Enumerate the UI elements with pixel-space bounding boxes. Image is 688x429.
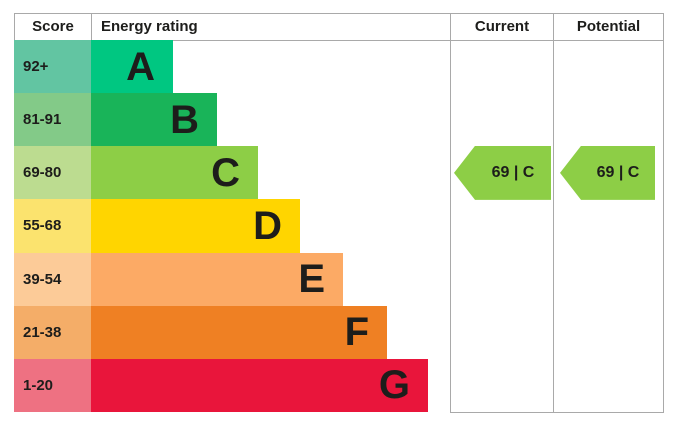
score-cell: 39-54 xyxy=(14,252,91,306)
current-rating-arrow: 69 | C xyxy=(454,145,551,200)
epc-band-rows: 92+ A 81-91 B 69-80 C 55-68 xyxy=(14,40,450,412)
header-underline xyxy=(14,40,664,41)
epc-band-row: 69-80 C xyxy=(14,146,450,200)
current-rating-value: 69 | C xyxy=(491,163,535,181)
potential-rating-value: 69 | C xyxy=(596,163,640,181)
rating-letter: A xyxy=(126,44,155,89)
rating-bar: C xyxy=(91,146,258,200)
rating-bar: D xyxy=(91,199,300,253)
score-range-label: 55-68 xyxy=(23,217,62,235)
epc-band-row: 39-54 E xyxy=(14,252,450,306)
score-cell: 55-68 xyxy=(14,199,91,253)
score-range-label: 81-91 xyxy=(23,111,62,129)
epc-band-row: 21-38 F xyxy=(14,305,450,359)
score-column-divider xyxy=(91,13,92,41)
epc-band-row: 1-20 G xyxy=(14,358,450,412)
current-header-label: Current xyxy=(474,18,530,35)
epc-band-row: 81-91 B xyxy=(14,93,450,147)
current-column-left-border xyxy=(450,13,451,413)
score-cell: 21-38 xyxy=(14,305,91,359)
rating-bar: E xyxy=(91,252,343,306)
rating-letter: F xyxy=(344,310,369,355)
score-column-header: Score xyxy=(15,13,91,40)
table-right-border xyxy=(663,13,664,413)
score-cell: 81-91 xyxy=(14,93,91,147)
current-column-header: Current xyxy=(451,13,553,40)
potential-column-header: Potential xyxy=(554,13,663,40)
score-header-label: Score xyxy=(32,18,74,35)
score-range-label: 21-38 xyxy=(23,323,62,341)
rating-bar: A xyxy=(91,40,173,94)
potential-column-left-border xyxy=(553,13,554,413)
rating-bar: G xyxy=(91,358,428,412)
epc-band-row: 55-68 D xyxy=(14,199,450,253)
potential-header-label: Potential xyxy=(576,18,641,35)
table-top-border xyxy=(14,13,664,14)
score-cell: 92+ xyxy=(14,40,91,94)
table-bottom-border xyxy=(450,412,664,413)
score-range-label: 69-80 xyxy=(23,164,62,182)
score-cell: 69-80 xyxy=(14,146,91,200)
rating-letter: B xyxy=(170,97,199,142)
score-range-label: 39-54 xyxy=(23,270,62,288)
energy-rating-column-header: Energy rating xyxy=(101,13,441,40)
rating-letter: E xyxy=(298,257,325,302)
rating-letter: C xyxy=(211,150,240,195)
energy-rating-header-label: Energy rating xyxy=(101,18,198,35)
score-range-label: 92+ xyxy=(23,58,49,76)
rating-letter: D xyxy=(253,203,282,248)
rating-letter: G xyxy=(378,363,410,408)
score-cell: 1-20 xyxy=(14,358,91,412)
potential-rating-arrow: 69 | C xyxy=(560,145,655,200)
header-left-border xyxy=(14,13,15,41)
rating-bar: B xyxy=(91,93,217,147)
epc-band-row: 92+ A xyxy=(14,40,450,94)
score-range-label: 1-20 xyxy=(23,376,54,394)
rating-bar: F xyxy=(91,305,387,359)
